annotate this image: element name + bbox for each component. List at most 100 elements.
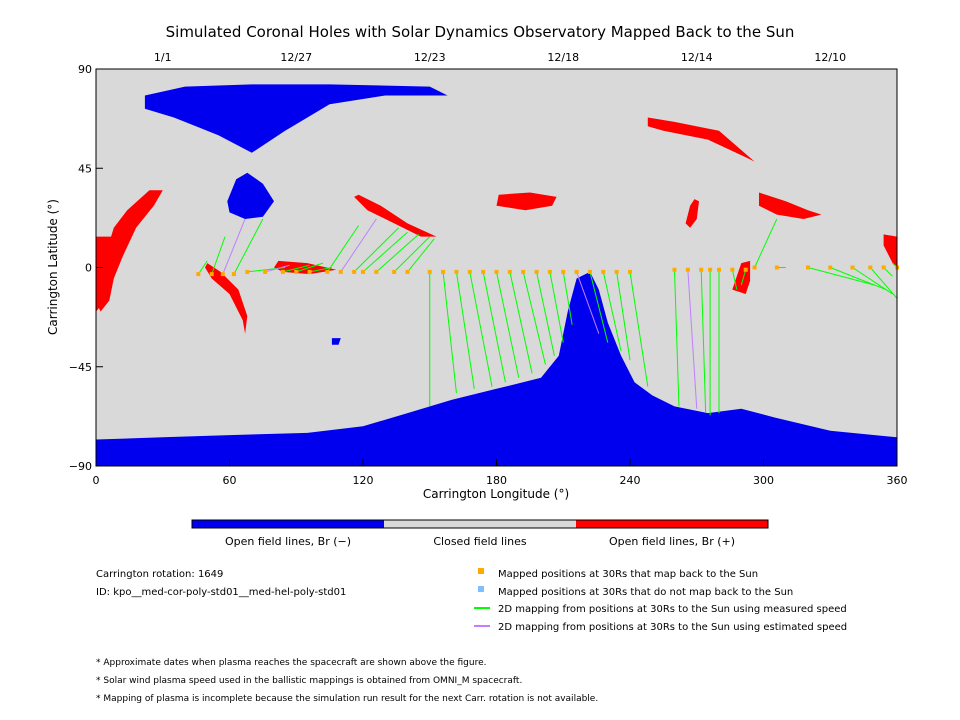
mapping-line-17 — [442, 271, 457, 394]
coronal-hole-positive-9 — [759, 192, 822, 219]
mapped-point-38 — [743, 267, 748, 272]
mapping-line-11 — [353, 227, 399, 273]
coronal-hole-positive-6 — [96, 236, 119, 312]
mapping-line-38 — [740, 269, 747, 286]
mapping-line-32 — [674, 269, 680, 407]
top-date-axis: 1/1 12/27 12/23 12/18 12/14 12/10 — [154, 51, 846, 75]
colorbar-frame — [191, 519, 769, 529]
mapped-point-17 — [441, 269, 446, 274]
y-tick-label-4: −90 — [69, 460, 92, 473]
coronal-hole-regions — [96, 84, 897, 466]
mapping-line-10 — [340, 218, 377, 273]
mapped-point-29 — [601, 269, 606, 274]
colorbar: Open field lines, Br (−) Closed field li… — [191, 519, 769, 548]
mapping-line-8 — [309, 267, 332, 273]
mapping-line-34 — [700, 269, 707, 414]
mapped-points — [196, 265, 899, 277]
y-axis-label: Carrington Latitude (°) — [46, 199, 60, 335]
mapped-point-8 — [307, 269, 312, 274]
x-tick-label-3: 180 — [486, 474, 507, 487]
mapping-line-43 — [852, 267, 893, 295]
mapped-point-0 — [196, 272, 201, 277]
mapped-point-15 — [405, 269, 410, 274]
mapping-line-3 — [233, 218, 264, 275]
x-tick-label-4: 240 — [620, 474, 641, 487]
mapped-point-18 — [454, 269, 459, 274]
date-tick-label-0: 1/1 — [154, 51, 172, 64]
chart-title: Simulated Coronal Holes with Solar Dynam… — [166, 23, 795, 41]
mapped-point-21 — [494, 269, 499, 274]
mapping-line-20 — [482, 271, 506, 383]
mapping-line-13 — [376, 234, 419, 273]
mapping-line-44 — [869, 267, 898, 299]
mapping-line-31 — [629, 271, 649, 387]
x-tick-label-5: 300 — [753, 474, 774, 487]
legend-measured-label: 2D mapping from positions at 30Rs to the… — [498, 604, 847, 615]
colorbar-label-closed: Closed field lines — [433, 535, 527, 548]
mapping-line-29 — [602, 271, 622, 352]
date-tick-label-2: 12/23 — [414, 51, 446, 64]
mapped-point-39 — [752, 265, 757, 270]
mapping-line-19 — [469, 271, 493, 387]
mapped-point-11 — [352, 269, 357, 274]
coronal-hole-negative-1 — [144, 84, 448, 153]
mapping-line-26 — [562, 271, 573, 325]
mapped-point-45 — [881, 265, 886, 270]
colorbar-positive — [576, 520, 768, 528]
x-tick-label-0: 0 — [93, 474, 100, 487]
mapping-line-30 — [616, 271, 631, 361]
mapped-point-4 — [245, 269, 250, 274]
mapping-line-22 — [509, 271, 533, 374]
note-dates: * Approximate dates when plasma reaches … — [96, 658, 487, 668]
mapped-point-24 — [534, 269, 539, 274]
note-incomplete: * Mapping of plasma is incomplete becaus… — [96, 694, 598, 704]
mapped-point-44 — [868, 265, 873, 270]
mapping-line-2 — [222, 218, 246, 275]
mapped-point-32 — [672, 267, 677, 272]
colorbar-closed — [384, 520, 576, 528]
y-tick-label-1: 45 — [78, 162, 92, 175]
mapped-point-30 — [614, 269, 619, 274]
mapped-point-1 — [209, 272, 214, 277]
note-speed: * Solar wind plasma speed used in the ba… — [96, 676, 522, 686]
mapping-line-42 — [830, 267, 887, 291]
coronal-hole-positive-7 — [354, 194, 437, 237]
mapped-point-23 — [521, 269, 526, 274]
mapped-point-36 — [717, 267, 721, 272]
coronal-hole-positive-13 — [274, 260, 337, 275]
y-tick-label-3: −45 — [69, 361, 92, 374]
mapped-point-5 — [263, 269, 268, 274]
mapping-line-27 — [576, 271, 600, 334]
mapping-line-39 — [754, 218, 778, 268]
colorbar-label-negative: Open field lines, Br (−) — [225, 535, 351, 548]
mapped-point-42 — [828, 265, 833, 270]
mapping-line-23 — [522, 271, 546, 365]
mapped-point-9 — [325, 269, 330, 274]
colorbar-negative — [192, 520, 384, 528]
legend-unmapped-label: Mapped positions at 30Rs that do not map… — [498, 587, 793, 598]
mapped-point-41 — [806, 265, 810, 270]
coronal-hole-negative-0 — [96, 271, 897, 466]
date-tick-label-3: 12/18 — [547, 51, 579, 64]
y-tick-label-0: 90 — [78, 63, 92, 76]
mapping-line-15 — [407, 238, 435, 273]
mapping-line-41 — [807, 267, 875, 286]
mapped-point-27 — [574, 269, 579, 274]
mapping-line-12 — [362, 231, 408, 273]
mapped-point-31 — [628, 269, 632, 274]
mapped-point-43 — [850, 265, 855, 270]
y-tick-label-2: 0 — [85, 262, 92, 275]
mapping-line-1 — [211, 236, 226, 275]
mapped-point-22 — [507, 269, 512, 274]
mapped-point-7 — [294, 269, 299, 274]
mapping-line-18 — [455, 271, 475, 389]
mapped-point-10 — [338, 269, 343, 274]
mapped-point-40 — [774, 265, 779, 270]
mapping-line-14 — [393, 236, 431, 273]
mapping-line-9 — [326, 225, 359, 273]
mapped-point-28 — [587, 269, 592, 274]
run-id: ID: kpo__med-cor-poly-std01__med-hel-pol… — [96, 587, 346, 598]
coronal-hole-positive-4 — [647, 117, 755, 162]
mapping-lines — [197, 218, 898, 416]
